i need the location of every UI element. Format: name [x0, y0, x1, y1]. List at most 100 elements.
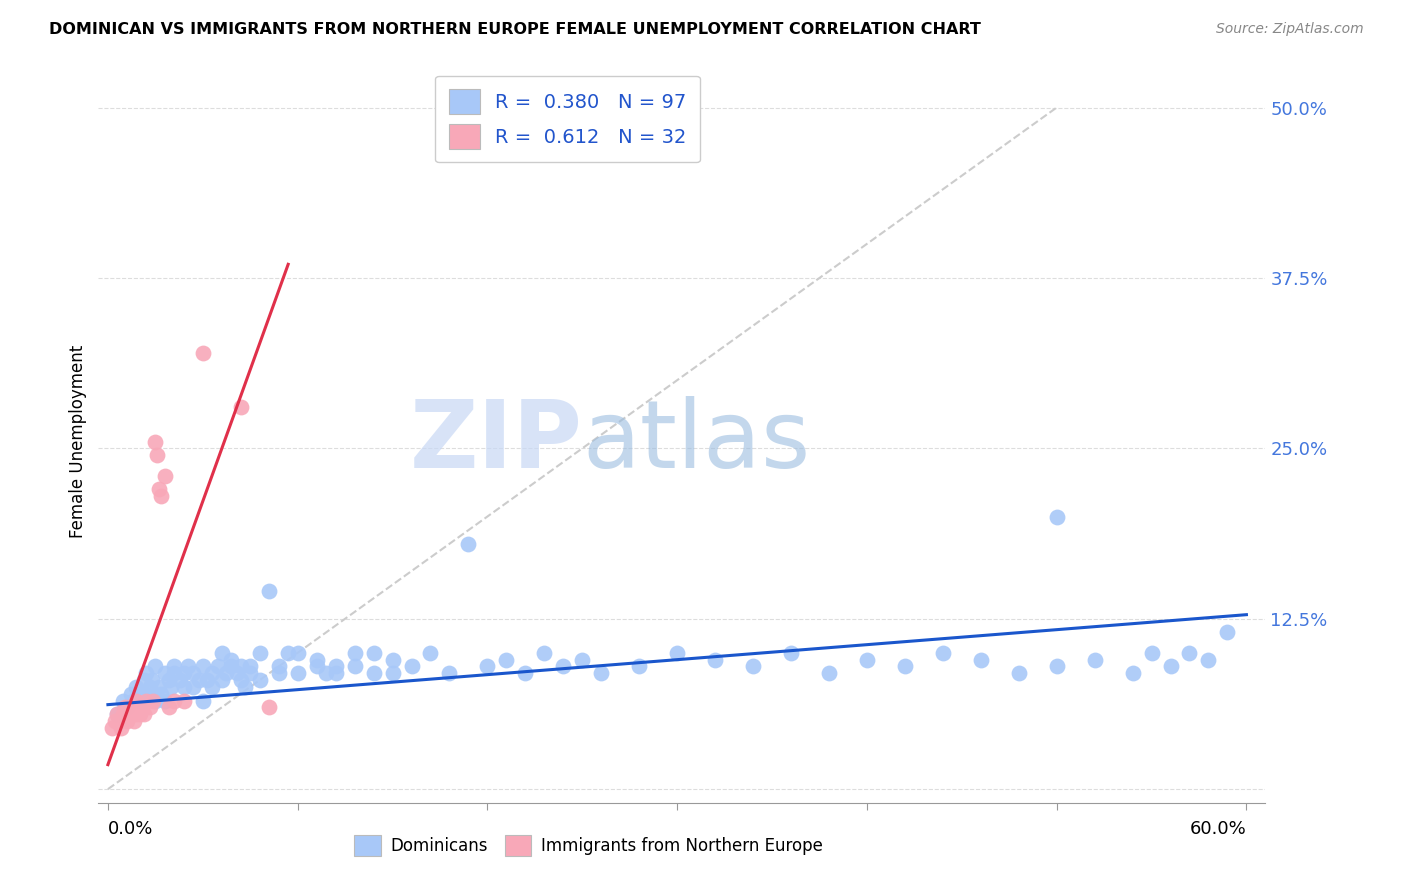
Point [249, 673, 271, 687]
Text: DOMINICAN VS IMMIGRANTS FROM NORTHERN EUROPE FEMALE UNEMPLOYMENT CORRELATION CHA: DOMINICAN VS IMMIGRANTS FROM NORTHERN EU… [49, 22, 981, 37]
Legend: Dominicans, Immigrants from Northern Europe: Dominicans, Immigrants from Northern Eur… [347, 829, 830, 863]
Point [818, 666, 841, 681]
Point [226, 666, 249, 681]
Point [591, 666, 613, 681]
Point [267, 659, 290, 673]
Point [120, 700, 142, 714]
Point [153, 468, 176, 483]
Point [131, 693, 153, 707]
Point [1084, 653, 1107, 667]
Point [132, 707, 155, 722]
Point [219, 659, 242, 673]
Point [401, 659, 423, 673]
Point [132, 673, 155, 687]
Point [114, 700, 136, 714]
Point [211, 646, 233, 660]
Point [1046, 509, 1069, 524]
Point [201, 680, 224, 694]
Point [127, 700, 149, 714]
Point [173, 693, 195, 707]
Point [163, 693, 186, 707]
Point [229, 659, 252, 673]
Point [127, 687, 149, 701]
Point [181, 680, 204, 694]
Text: ZIP: ZIP [409, 395, 582, 488]
Point [142, 693, 165, 707]
Point [191, 346, 214, 360]
Point [141, 673, 163, 687]
Point [188, 673, 211, 687]
Point [157, 673, 180, 687]
Point [148, 482, 170, 496]
Y-axis label: Female Unemployment: Female Unemployment [69, 345, 87, 538]
Point [143, 434, 166, 449]
Point [121, 707, 143, 722]
Point [343, 646, 366, 660]
Point [325, 666, 347, 681]
Point [138, 680, 160, 694]
Point [363, 666, 385, 681]
Point [115, 714, 138, 728]
Point [239, 659, 262, 673]
Point [1178, 646, 1201, 660]
Point [148, 680, 170, 694]
Point [856, 653, 879, 667]
Point [115, 707, 138, 722]
Point [1198, 653, 1220, 667]
Point [287, 646, 309, 660]
Point [143, 659, 166, 673]
Point [553, 659, 575, 673]
Text: 60.0%: 60.0% [1189, 820, 1247, 838]
Point [104, 714, 127, 728]
Point [125, 707, 148, 722]
Point [129, 707, 152, 722]
Point [105, 707, 128, 722]
Point [163, 659, 186, 673]
Point [153, 666, 176, 681]
Point [277, 646, 299, 660]
Point [146, 448, 169, 462]
Point [419, 646, 441, 660]
Point [229, 401, 252, 415]
Point [100, 721, 122, 735]
Point [704, 653, 727, 667]
Point [112, 707, 135, 722]
Point [305, 653, 328, 667]
Point [894, 659, 917, 673]
Point [457, 537, 479, 551]
Point [315, 666, 337, 681]
Point [125, 693, 148, 707]
Point [112, 693, 135, 707]
Point [173, 666, 195, 681]
Point [191, 693, 214, 707]
Point [201, 666, 224, 681]
Point [163, 666, 186, 681]
Point [143, 693, 166, 707]
Point [533, 646, 555, 660]
Point [173, 680, 195, 694]
Point [970, 653, 993, 667]
Point [239, 666, 262, 681]
Point [110, 721, 132, 735]
Point [214, 666, 236, 681]
Point [131, 700, 153, 714]
Point [257, 700, 280, 714]
Point [169, 673, 191, 687]
Text: 0.0%: 0.0% [108, 820, 153, 838]
Point [742, 659, 765, 673]
Point [1008, 666, 1031, 681]
Point [176, 659, 198, 673]
Point [121, 693, 143, 707]
Point [159, 680, 181, 694]
Point [138, 700, 160, 714]
Point [1160, 659, 1182, 673]
Point [628, 659, 651, 673]
Point [1046, 659, 1069, 673]
Point [135, 687, 157, 701]
Point [108, 714, 131, 728]
Point [343, 659, 366, 673]
Point [211, 673, 233, 687]
Point [105, 707, 128, 722]
Point [477, 659, 499, 673]
Point [124, 714, 146, 728]
